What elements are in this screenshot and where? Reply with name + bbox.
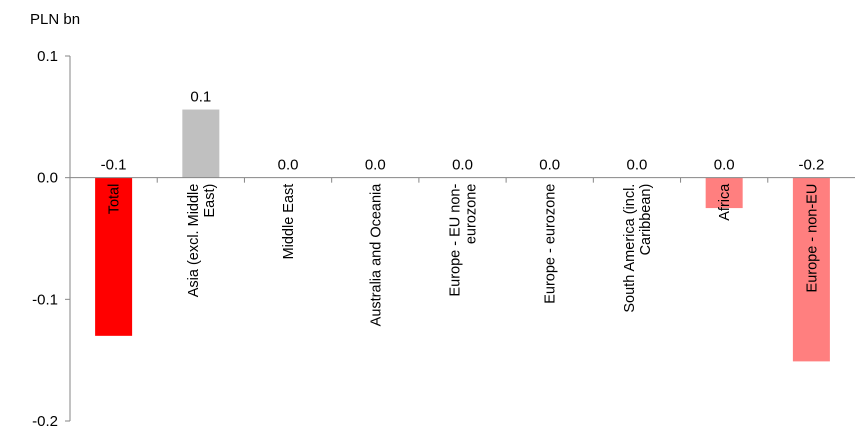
category-labels: Total Asia (excl. MiddleEast) Middle East A… [107, 183, 821, 327]
bar [792, 177, 830, 362]
bar [182, 109, 220, 178]
category-label: South America (incl.Caribbean) [622, 184, 654, 313]
category-label: Africa [717, 183, 733, 221]
category-label: Europe - eurozone [543, 184, 559, 304]
bars [95, 109, 830, 362]
data-label: 0.0 [365, 157, 386, 174]
data-labels: -0.1 0.1 0.0 0.0 0.0 0.0 0.0 0.0 -0.2 [101, 89, 825, 174]
data-label: 0.0 [627, 157, 648, 174]
category-label: Europe - EU non-eurozone [448, 184, 480, 297]
unit-label: PLN bn [30, 11, 80, 28]
category-label: Europe - non-EU [804, 184, 820, 293]
data-label: -0.1 [101, 157, 127, 174]
y-tick-label: -0.2 [32, 413, 58, 430]
data-label: 0.1 [190, 89, 211, 106]
data-label: 0.0 [278, 157, 299, 174]
bar [705, 177, 743, 209]
data-label: 0.0 [452, 157, 473, 174]
category-label: Asia (excl. MiddleEast) [186, 184, 218, 298]
category-label: Middle East [281, 184, 297, 260]
bar [95, 177, 133, 336]
data-label: 0.0 [539, 157, 560, 174]
y-tick-label: 0.1 [37, 48, 58, 65]
y-tick-label: -0.1 [32, 291, 58, 308]
data-label: 0.0 [714, 157, 735, 174]
y-axis-ticks: 0.1 0.0 -0.1 -0.2 [32, 48, 769, 430]
category-label: Total [107, 184, 123, 215]
data-label: -0.2 [798, 157, 824, 174]
y-tick-label: 0.0 [37, 170, 58, 187]
category-label: Australia and Oceania [368, 183, 384, 327]
